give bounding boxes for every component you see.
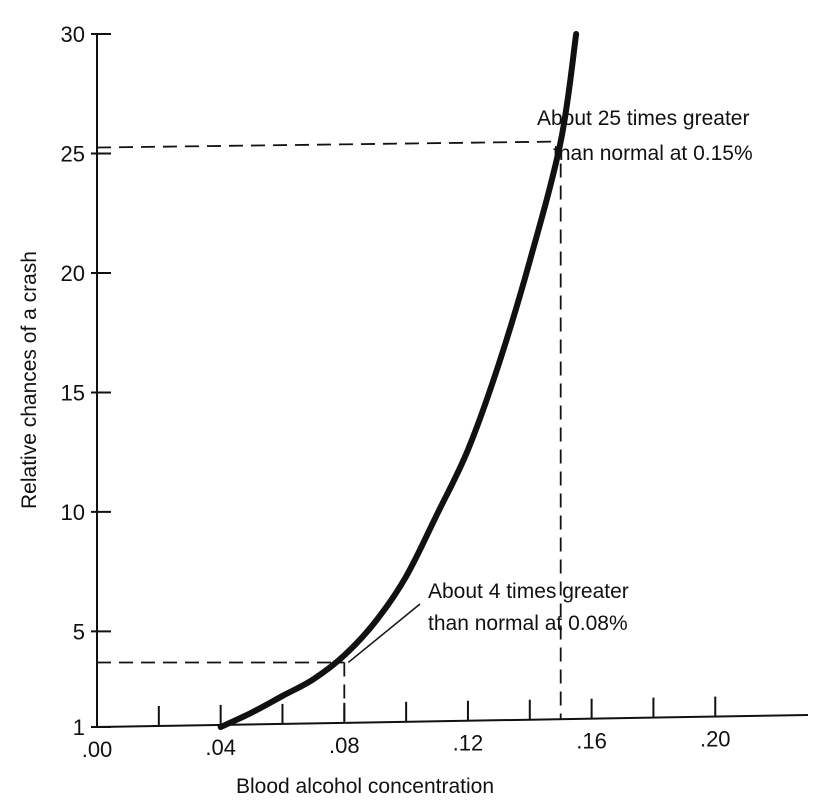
reference-horizontal-dash: [96, 140, 561, 149]
reference-lines: [96, 140, 562, 723]
annotation-25x-line1: About 25 times greater: [537, 107, 749, 130]
x-tick-label: .16: [576, 729, 607, 754]
y-tick-label: 5: [73, 619, 85, 644]
crash-risk-curve: [217, 31, 580, 730]
y-tick-label: 25: [61, 141, 85, 166]
x-tick-label: .20: [700, 727, 731, 752]
y-tick-label: 20: [61, 261, 85, 286]
x-axis-title: Blood alcohol concentration: [236, 775, 494, 798]
annotation-25x-line2: than normal at 0.15%: [553, 142, 753, 165]
annotation-4x-line2: than normal at 0.08%: [428, 612, 628, 635]
x-tick-label: .08: [329, 733, 360, 758]
y-axis-title: Relative chances of a crash: [18, 251, 41, 509]
x-tick-label: .00: [82, 737, 113, 762]
x-axis-line: [96, 714, 809, 728]
curve-group: [217, 31, 580, 730]
x-tick-label: .04: [205, 735, 236, 760]
y-tick-label: 15: [61, 380, 85, 405]
axes: [96, 34, 809, 728]
x-tick-label: .12: [453, 731, 484, 756]
annotations: About 4 times greater than normal at 0.0…: [347, 107, 753, 664]
annotation-leader-line: [347, 603, 421, 664]
y-tick-label: 1: [73, 715, 85, 740]
y-tick-label: 30: [61, 22, 85, 47]
y-tick-label: 10: [61, 500, 85, 525]
annotation-4x-line1: About 4 times greater: [428, 580, 629, 603]
